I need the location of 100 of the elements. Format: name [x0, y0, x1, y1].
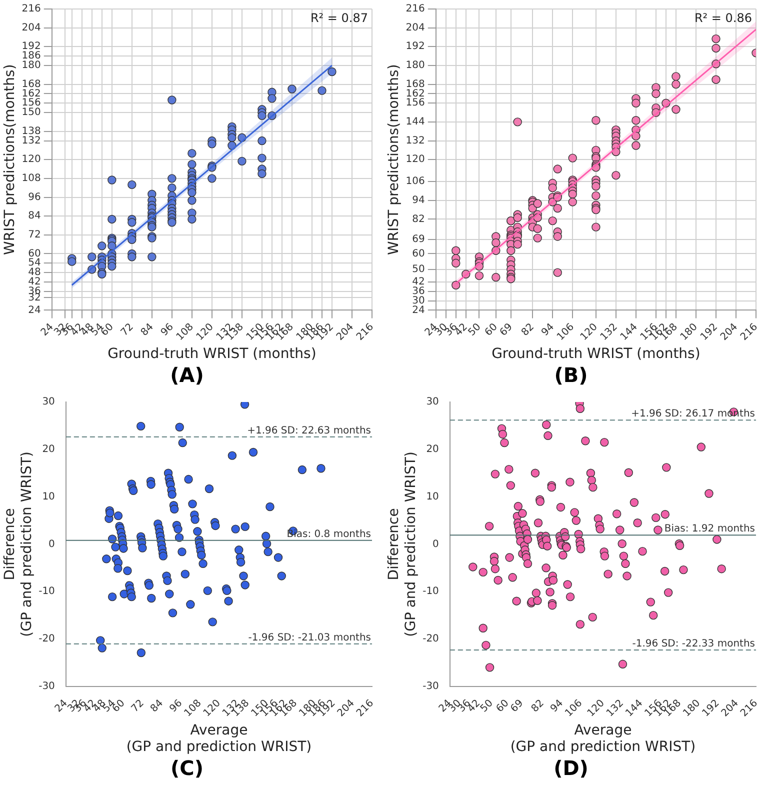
- x-tick-label: 72: [130, 698, 146, 715]
- x-tick-label: 180: [678, 322, 700, 343]
- y-tick-label: 186: [22, 50, 41, 62]
- x-tick-label: 108: [174, 322, 196, 343]
- y-tick-label: -20: [38, 634, 55, 645]
- y-axis-title: WRIST predictions(months): [386, 64, 402, 255]
- annotation: R² = 0.86: [694, 11, 752, 26]
- x-tick-label: 120: [586, 698, 607, 720]
- y-tick-label: 60: [412, 248, 425, 260]
- y-tick-label: 10: [42, 491, 55, 502]
- x-axis-title: Average (GP and prediction WRIST): [126, 722, 312, 756]
- y-tick-label: 216: [22, 4, 41, 15]
- y-tick-label: 120: [406, 154, 425, 166]
- x-tick-label: 50: [466, 322, 484, 338]
- x-tick-label: 82: [520, 322, 537, 338]
- y-tick-label: 20: [42, 444, 55, 455]
- y-tick-label: 150: [22, 107, 41, 118]
- y-tick-label: -10: [38, 586, 55, 598]
- ref-line-label: +1.96 SD: 22.63 months: [247, 426, 371, 437]
- y-tick-label: 20: [426, 444, 439, 455]
- x-tick-label: 96: [168, 698, 185, 715]
- x-tick-label: 132: [604, 698, 626, 720]
- x-tick-label: 60: [494, 698, 512, 715]
- x-tick-label: 106: [563, 698, 585, 720]
- text: (C): [170, 756, 204, 780]
- x-tick-label: 84: [139, 322, 156, 338]
- y-tick-label: 54: [28, 258, 41, 269]
- y-tick-label: 132: [406, 135, 425, 146]
- x-tick-label: 94: [540, 322, 557, 338]
- y-tick-label: 72: [28, 230, 41, 241]
- y-tick-label: 42: [412, 276, 425, 288]
- y-tick-label: 138: [22, 126, 41, 137]
- x-tick-label: 204: [720, 698, 741, 720]
- y-tick-label: 10: [426, 491, 439, 502]
- y-tick-label: 168: [22, 78, 41, 90]
- annotation: R² = 0.87: [310, 11, 368, 26]
- y-tick-label: 30: [42, 396, 55, 408]
- x-tick-label: 180: [681, 698, 703, 720]
- x-tick-label: 84: [148, 698, 166, 715]
- x-tick-label: 106: [555, 322, 577, 343]
- x-tick-label: 120: [578, 322, 600, 343]
- x-tick-label: 94: [548, 698, 566, 715]
- y-tick-label: 180: [22, 60, 41, 72]
- y-tick-label: 132: [22, 135, 41, 146]
- y-tick-label: 168: [406, 78, 425, 90]
- y-tick-label: 120: [22, 154, 41, 166]
- x-tick-label: 192: [698, 322, 720, 343]
- y-tick-label: 0: [48, 538, 55, 550]
- y-tick-label: 156: [406, 98, 425, 109]
- text: (A): [170, 363, 204, 388]
- y-tick-label: 48: [28, 267, 41, 278]
- ref-line-label: Bias: 1.92 months: [664, 524, 755, 535]
- x-axis-title: Average (GP and prediction WRIST): [510, 722, 696, 756]
- y-tick-label: 204: [406, 22, 425, 34]
- y-tick-label: 192: [406, 41, 425, 52]
- y-tick-label: 180: [406, 60, 425, 72]
- ref-line-label: -1.96 SD: -21.03 months: [248, 632, 371, 644]
- y-tick-label: 36: [412, 286, 425, 297]
- y-tick-label: 144: [406, 116, 425, 128]
- y-tick-label: 69: [412, 234, 425, 246]
- x-tick-label: 60: [483, 322, 500, 338]
- y-tick-label: 162: [22, 88, 41, 100]
- y-tick-label: 84: [28, 210, 41, 222]
- y-tick-label: 42: [28, 276, 41, 288]
- x-tick-label: 132: [598, 322, 620, 343]
- x-tick-label: 82: [530, 698, 546, 715]
- x-tick-label: 204: [336, 698, 357, 720]
- y-tick-label: 24: [28, 304, 41, 316]
- text: (D): [554, 756, 588, 780]
- y-tick-label: 94: [412, 194, 425, 206]
- y-tick-label: 162: [406, 88, 425, 100]
- x-tick-label: 120: [194, 322, 216, 343]
- x-axis-title: Ground-truth WRIST (months): [108, 346, 316, 362]
- ref-line-label: -1.96 SD: -22.33 months: [632, 638, 755, 650]
- y-tick-label: 192: [22, 41, 41, 52]
- y-tick-label: 30: [412, 295, 425, 306]
- x-axis-title: Ground-truth WRIST (months): [492, 346, 700, 362]
- x-tick-label: 144: [618, 322, 640, 343]
- x-tick-label: 120: [202, 698, 223, 720]
- x-tick-label: 144: [624, 698, 646, 720]
- y-tick-label: -30: [422, 681, 439, 692]
- y-tick-label: -30: [38, 681, 55, 692]
- y-tick-label: 106: [406, 176, 425, 188]
- y-tick-label: 204: [22, 22, 41, 34]
- y-tick-label: -10: [422, 586, 439, 598]
- y-tick-label: 0: [432, 538, 439, 550]
- y-tick-label: 96: [28, 192, 41, 203]
- y-tick-label: -20: [422, 634, 439, 645]
- x-tick-label: 72: [119, 322, 136, 338]
- y-axis-title: Difference (GP and prediction WRIST): [386, 452, 419, 637]
- x-tick-label: 69: [508, 698, 526, 715]
- x-tick-label: 69: [498, 322, 515, 338]
- text: (B): [554, 363, 588, 388]
- y-tick-label: 216: [406, 4, 425, 15]
- ref-line-label: +1.96 SD: 26.17 months: [631, 408, 755, 420]
- y-axis-title: Difference (GP and prediction WRIST): [2, 452, 35, 637]
- x-tick-label: 50: [478, 698, 496, 715]
- y-tick-label: 82: [412, 214, 425, 225]
- x-tick-label: 96: [159, 322, 176, 338]
- y-tick-label: 50: [412, 264, 425, 276]
